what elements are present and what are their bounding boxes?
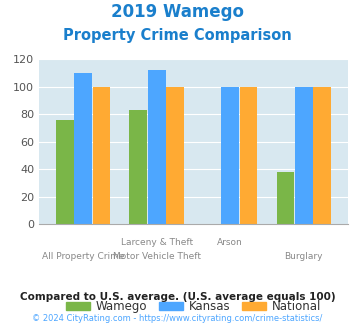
Bar xyxy=(277,172,294,224)
Bar xyxy=(148,70,165,224)
Bar xyxy=(295,87,313,224)
Text: Arson: Arson xyxy=(217,238,243,247)
Text: Larceny & Theft: Larceny & Theft xyxy=(121,238,193,247)
Bar xyxy=(222,87,239,224)
Bar xyxy=(313,87,331,224)
Bar xyxy=(240,87,257,224)
Text: Motor Vehicle Theft: Motor Vehicle Theft xyxy=(113,252,201,261)
Text: Compared to U.S. average. (U.S. average equals 100): Compared to U.S. average. (U.S. average … xyxy=(20,292,335,302)
Text: All Property Crime: All Property Crime xyxy=(42,252,124,261)
Bar xyxy=(93,87,110,224)
Text: Property Crime Comparison: Property Crime Comparison xyxy=(63,28,292,43)
Bar xyxy=(166,87,184,224)
Legend: Wamego, Kansas, National: Wamego, Kansas, National xyxy=(61,295,326,317)
Text: Burglary: Burglary xyxy=(284,252,323,261)
Text: 2019 Wamego: 2019 Wamego xyxy=(111,3,244,21)
Bar xyxy=(130,110,147,224)
Bar xyxy=(56,120,73,224)
Bar xyxy=(74,73,92,224)
Text: © 2024 CityRating.com - https://www.cityrating.com/crime-statistics/: © 2024 CityRating.com - https://www.city… xyxy=(32,314,323,323)
